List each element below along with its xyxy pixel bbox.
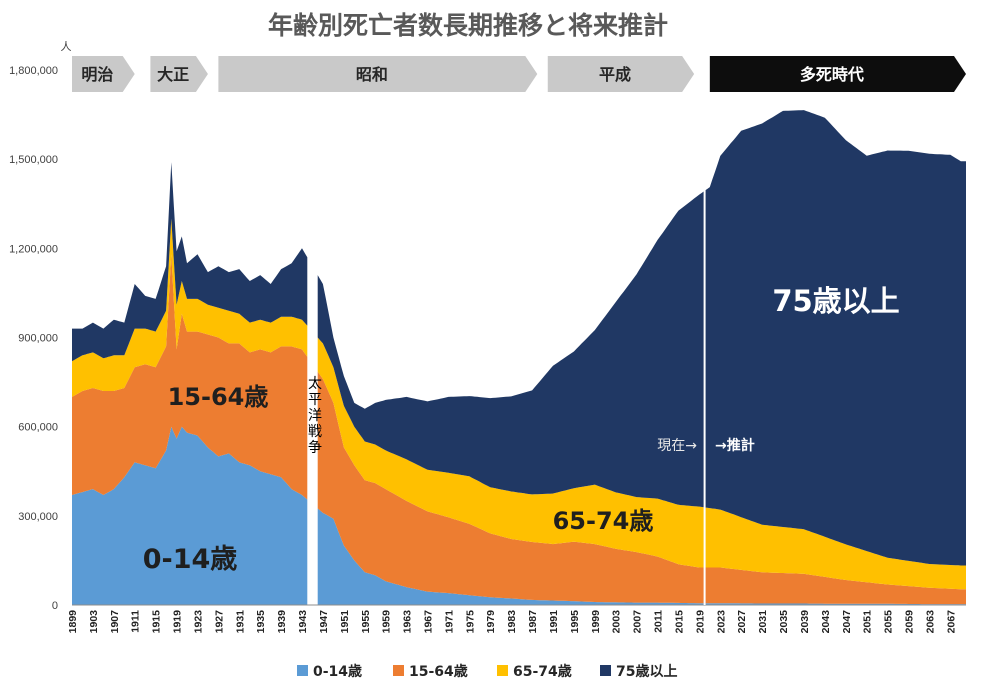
war-char-3: 洋 (308, 408, 322, 424)
era-label: 平成 (599, 65, 631, 84)
x-axis: 1899 1903 1907 1911 1915 1919 1923 1927 1931 1935… (67, 610, 957, 634)
x-tick-label: 2035 (778, 610, 790, 634)
x-tick-label: 1951 (339, 610, 351, 634)
x-tick-label: 1947 (318, 610, 330, 634)
y-tick-label: 1,200,000 (9, 243, 58, 255)
x-tick-label: 1923 (192, 610, 204, 634)
x-tick-label: 2067 (945, 610, 957, 634)
area-series (72, 254, 308, 500)
area-series (317, 508, 966, 605)
x-tick-label: 1931 (234, 610, 246, 634)
y-tick-label: 1,500,000 (9, 154, 58, 166)
era-arrow (547, 56, 695, 92)
legend-label: 65-74歳 (513, 663, 572, 680)
era-label: 大正 (157, 65, 189, 84)
x-tick-label: 1899 (67, 610, 79, 634)
legend-swatch (297, 665, 308, 676)
x-tick-label: 2047 (841, 610, 853, 634)
area-series (317, 371, 966, 605)
area-label-0-14: 0-14歳 (143, 544, 238, 575)
x-tick-label: 2011 (653, 610, 665, 633)
war-char-4: 戦 (308, 424, 322, 440)
x-tick-label: 2039 (799, 610, 811, 634)
area-series (72, 426, 308, 605)
x-tick-label: 1983 (506, 610, 518, 634)
x-tick-label: 1939 (276, 610, 288, 634)
x-tick-label: 1907 (109, 610, 121, 634)
legend-swatch (393, 665, 404, 676)
area-series (317, 337, 966, 590)
x-tick-label: 2015 (673, 610, 685, 634)
legend-label: 15-64歳 (409, 663, 468, 680)
x-tick-label: 1975 (464, 610, 476, 634)
war-char-2: 平 (308, 392, 322, 408)
x-tick-label: 1959 (381, 610, 393, 634)
legend-swatch (600, 665, 611, 676)
x-tick-label: 2007 (632, 610, 644, 634)
x-tick-label: 2059 (903, 610, 915, 634)
chart-title: 年齢別死亡者数長期推移と将来推計 (268, 11, 668, 40)
x-tick-label: 1971 (443, 610, 455, 634)
area-series (72, 218, 308, 397)
area-label-75-plus: 75歳以上 (772, 284, 899, 318)
current-label: 現在→ (657, 438, 697, 454)
era-label: 明治 (81, 65, 113, 84)
y-axis-label: 人 (61, 40, 72, 53)
x-tick-label: 2031 (757, 610, 769, 634)
x-tick-label: 1915 (151, 610, 163, 634)
x-tick-label: 1967 (423, 610, 435, 634)
x-tick-label: 1935 (255, 610, 267, 634)
x-tick-label: 1911 (130, 610, 142, 633)
era-arrow (218, 56, 538, 92)
y-tick-label: 600,000 (18, 422, 58, 434)
x-tick-label: 2063 (924, 610, 936, 634)
area-series (72, 162, 308, 362)
x-tick-label: 1927 (213, 610, 225, 634)
area-label-15-64: 15-64歳 (168, 383, 269, 411)
war-label: 太 平 洋 戦 争 (308, 376, 322, 456)
area-series (317, 110, 966, 566)
x-tick-label: 2055 (883, 610, 895, 634)
era-label: 昭和 (356, 65, 388, 84)
projection-label: →推計 (715, 437, 755, 454)
legend-swatch (497, 665, 508, 676)
x-tick-label: 2027 (736, 610, 748, 634)
era-arrow (72, 56, 135, 92)
x-tick-label: 2043 (820, 610, 832, 634)
war-char-1: 太 (308, 376, 322, 392)
y-tick-label: 1,800,000 (9, 65, 58, 77)
era-arrow (150, 56, 208, 92)
x-tick-label: 1987 (527, 610, 539, 634)
x-tick-label: 1903 (88, 610, 100, 634)
x-tick-label: 1979 (485, 610, 497, 634)
x-tick-label: 2019 (694, 610, 706, 634)
x-tick-label: 2023 (715, 610, 727, 634)
legend-label: 0-14歳 (313, 663, 362, 680)
x-tick-label: 1919 (172, 610, 184, 634)
x-tick-label: 1955 (360, 610, 372, 634)
x-tick-label: 1991 (548, 610, 560, 634)
x-tick-label: 1963 (402, 610, 414, 634)
era-arrow (709, 56, 966, 92)
era-bar: 明治 大正 昭和 平成 多死時代 (72, 56, 966, 92)
plot-areas (72, 110, 966, 606)
plot-overlays: 太 平 洋 戦 争 現在→ →推計 0-14歳 15-64歳 65-74歳 75… (143, 284, 900, 575)
x-tick-label: 1995 (569, 610, 581, 634)
x-tick-label: 2051 (862, 610, 874, 634)
y-axis: 0 300,000 600,000 900,000 1,200,000 1,500,000… (9, 65, 58, 612)
war-char-5: 争 (308, 440, 322, 456)
legend-label: 75歳以上 (616, 663, 677, 680)
x-tick-label: 1943 (297, 610, 309, 634)
era-label: 多死時代 (800, 65, 864, 84)
y-tick-label: 0 (52, 600, 58, 612)
y-tick-label: 300,000 (18, 511, 58, 523)
legend: 0-14歳 15-64歳 65-74歳 75歳以上 (297, 663, 677, 680)
x-tick-label: 2003 (611, 610, 623, 634)
x-tick-label: 1999 (590, 610, 602, 634)
area-label-65-74: 65-74歳 (553, 507, 654, 535)
y-tick-label: 900,000 (18, 333, 58, 345)
